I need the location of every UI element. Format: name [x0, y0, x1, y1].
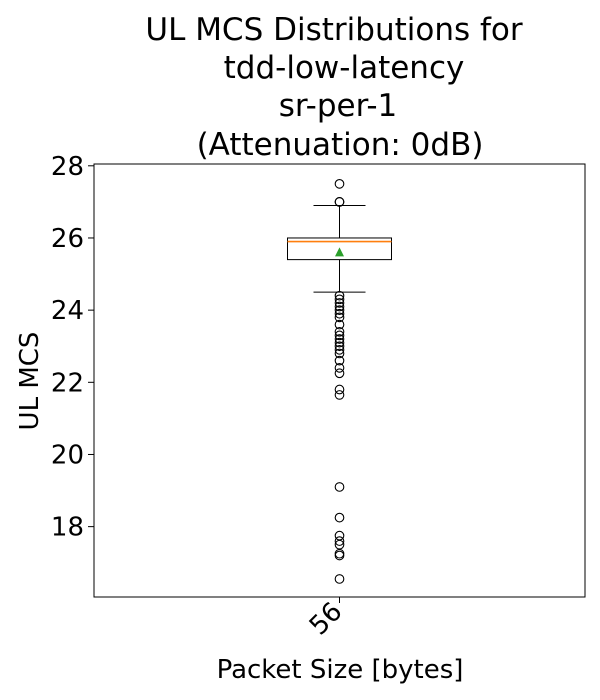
outlier-point	[334, 308, 345, 319]
y-tick-label: 26	[51, 224, 84, 254]
outlier-point	[334, 330, 345, 341]
outlier-point	[334, 312, 345, 323]
y-axis: 18 20 22 24 26 28	[51, 152, 94, 543]
chart-title-line-1: UL MCS Distributions for	[145, 12, 522, 48]
chart-title-line-2: tdd-low-latency	[224, 50, 465, 86]
iqr-box	[287, 237, 392, 261]
y-tick-label: 18	[51, 513, 84, 543]
outlier-point	[334, 305, 345, 315]
outlier-point	[334, 178, 345, 189]
chart-title-line-4: (Attenuation: 0dB)	[197, 127, 484, 163]
outlier-point	[334, 363, 345, 373]
x-tick-label: 56	[304, 597, 349, 642]
box-series	[287, 178, 392, 584]
outlier-point	[334, 355, 345, 366]
outlier-point	[334, 290, 345, 301]
chart-title-line-3: sr-per-1	[279, 88, 398, 124]
outlier-point	[334, 197, 345, 207]
y-tick-label: 20	[51, 440, 84, 470]
y-axis-label: UL MCS	[15, 332, 45, 431]
chart-title: UL MCS Distributions for tdd-low-latency…	[145, 12, 522, 163]
outlier-point	[334, 334, 345, 344]
outlier-point	[334, 348, 345, 359]
outlier-point	[334, 326, 345, 337]
outlier-point	[334, 368, 345, 379]
outlier-point	[334, 301, 345, 312]
outlier-point	[334, 294, 345, 305]
outlier-point	[334, 390, 345, 400]
outlier-point	[334, 337, 345, 348]
outlier-point	[334, 341, 345, 352]
outlier-point	[334, 512, 345, 523]
outlier-point	[334, 574, 345, 584]
x-axis-label: Packet Size [bytes]	[217, 655, 464, 685]
outlier-point	[334, 298, 345, 308]
y-tick-label: 24	[51, 296, 84, 326]
outlier-point	[334, 482, 345, 492]
x-axis: 56	[304, 597, 349, 642]
y-tick-label: 22	[51, 368, 84, 398]
outlier-point	[334, 536, 345, 546]
outlier-point	[334, 319, 345, 330]
outlier-point	[334, 550, 345, 561]
outlier-point	[334, 344, 345, 355]
outlier-point	[334, 384, 345, 395]
mean-marker	[335, 247, 344, 257]
y-tick-label: 28	[51, 152, 84, 182]
